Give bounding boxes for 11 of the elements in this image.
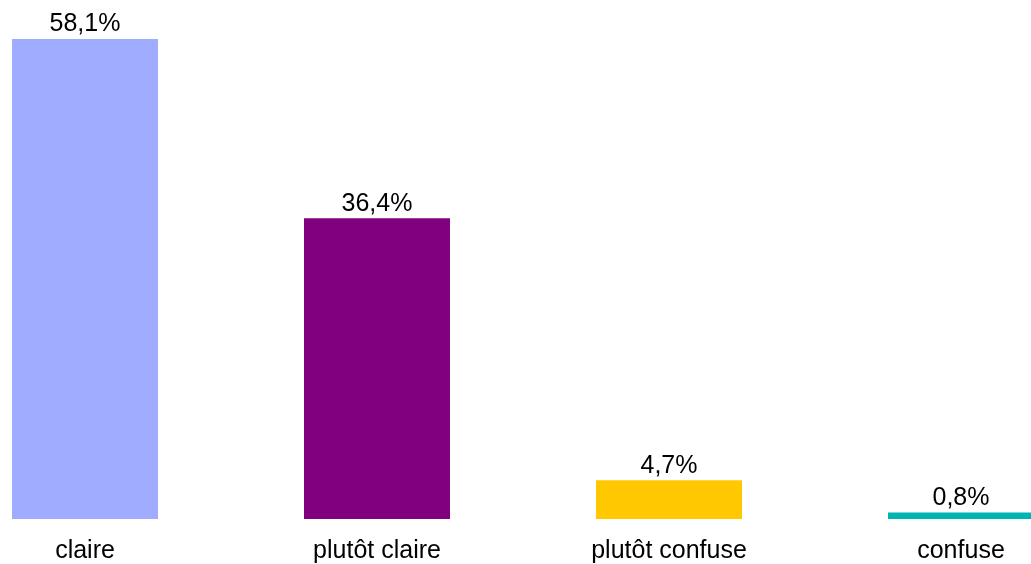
data-label: 36,4% <box>341 187 413 216</box>
bar <box>304 218 450 519</box>
bar <box>12 39 158 519</box>
data-label: 4,7% <box>640 449 698 478</box>
data-label: 0,8% <box>932 481 990 510</box>
x-tick-label: claire <box>55 534 115 563</box>
x-tick-label: plutôt claire <box>313 534 441 563</box>
bar <box>596 480 742 519</box>
x-tick-label: confuse <box>917 534 1005 563</box>
data-label: 58,1% <box>49 8 121 37</box>
x-tick-label: plutôt confuse <box>591 534 747 563</box>
